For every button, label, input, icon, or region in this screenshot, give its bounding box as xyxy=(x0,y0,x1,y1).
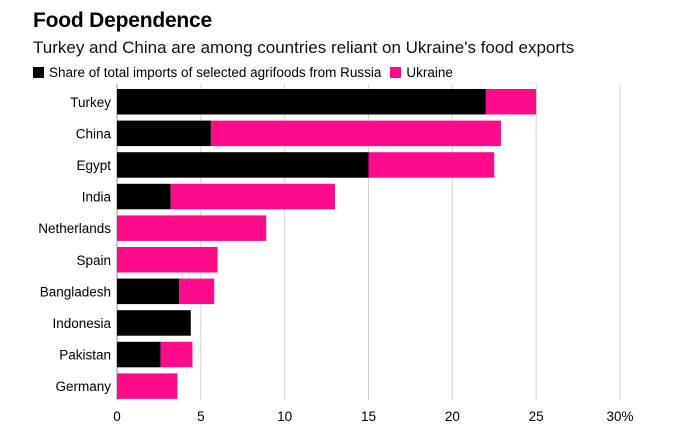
category-label-indonesia: Indonesia xyxy=(52,316,111,331)
category-label-pakistan: Pakistan xyxy=(59,348,111,363)
chart-title: Food Dependence xyxy=(33,9,213,32)
bar-china-ukraine xyxy=(210,120,501,147)
bar-pakistan-ukraine xyxy=(160,341,193,368)
bar-germany-ukraine xyxy=(117,373,178,399)
bar-turkey-ukraine xyxy=(485,89,537,115)
chart-subtitle: Turkey and China are among countries rel… xyxy=(33,38,575,57)
legend-item-russia: Share of total imports of selected agrif… xyxy=(33,65,381,80)
legend-swatch-russia xyxy=(33,67,44,78)
bar-bangladesh-ukraine xyxy=(179,278,215,305)
bar-bangladesh-russia xyxy=(117,278,180,305)
bar-china-russia xyxy=(117,120,211,147)
bar-india-ukraine xyxy=(170,183,335,210)
category-label-india: India xyxy=(82,190,112,205)
category-label-bangladesh: Bangladesh xyxy=(40,284,111,299)
legend-label-ukraine: Ukraine xyxy=(406,65,453,80)
legend-swatch-ukraine xyxy=(390,67,402,78)
bar-pakistan-russia xyxy=(117,341,161,368)
category-label-spain: Spain xyxy=(76,253,111,268)
legend-item-ukraine: Ukraine xyxy=(390,65,453,80)
category-label-turkey: Turkey xyxy=(70,95,111,110)
category-label-egypt: Egypt xyxy=(76,158,111,173)
x-tick-label-25: 25 xyxy=(529,409,544,424)
x-tick-label-30: 30% xyxy=(606,409,633,424)
x-tick-label-5: 5 xyxy=(197,409,205,424)
bar-netherlands-ukraine xyxy=(117,215,267,241)
category-label-china: China xyxy=(76,126,112,141)
x-axis-ticks: 0 5 10 15 20 25 30% xyxy=(113,409,633,424)
bar-spain-ukraine xyxy=(117,247,218,273)
category-label-netherlands: Netherlands xyxy=(38,221,111,236)
category-label-germany: Germany xyxy=(55,379,111,394)
category-labels: Turkey China Egypt India Netherlands Spain Ban… xyxy=(38,95,111,394)
bar-egypt-russia xyxy=(117,152,369,178)
x-tick-label-15: 15 xyxy=(361,409,376,424)
bar-egypt-ukraine xyxy=(368,152,495,178)
bar-indonesia-russia xyxy=(117,310,191,336)
legend: Share of total imports of selected agrif… xyxy=(33,65,462,80)
legend-label-russia: Share of total imports of selected agrif… xyxy=(49,65,382,80)
x-tick-label-10: 10 xyxy=(277,409,292,424)
bars xyxy=(117,89,537,399)
bar-india-russia xyxy=(117,183,171,210)
x-tick-label-20: 20 xyxy=(445,409,460,424)
bar-turkey-russia xyxy=(117,89,486,115)
x-tick-label-0: 0 xyxy=(113,409,121,424)
